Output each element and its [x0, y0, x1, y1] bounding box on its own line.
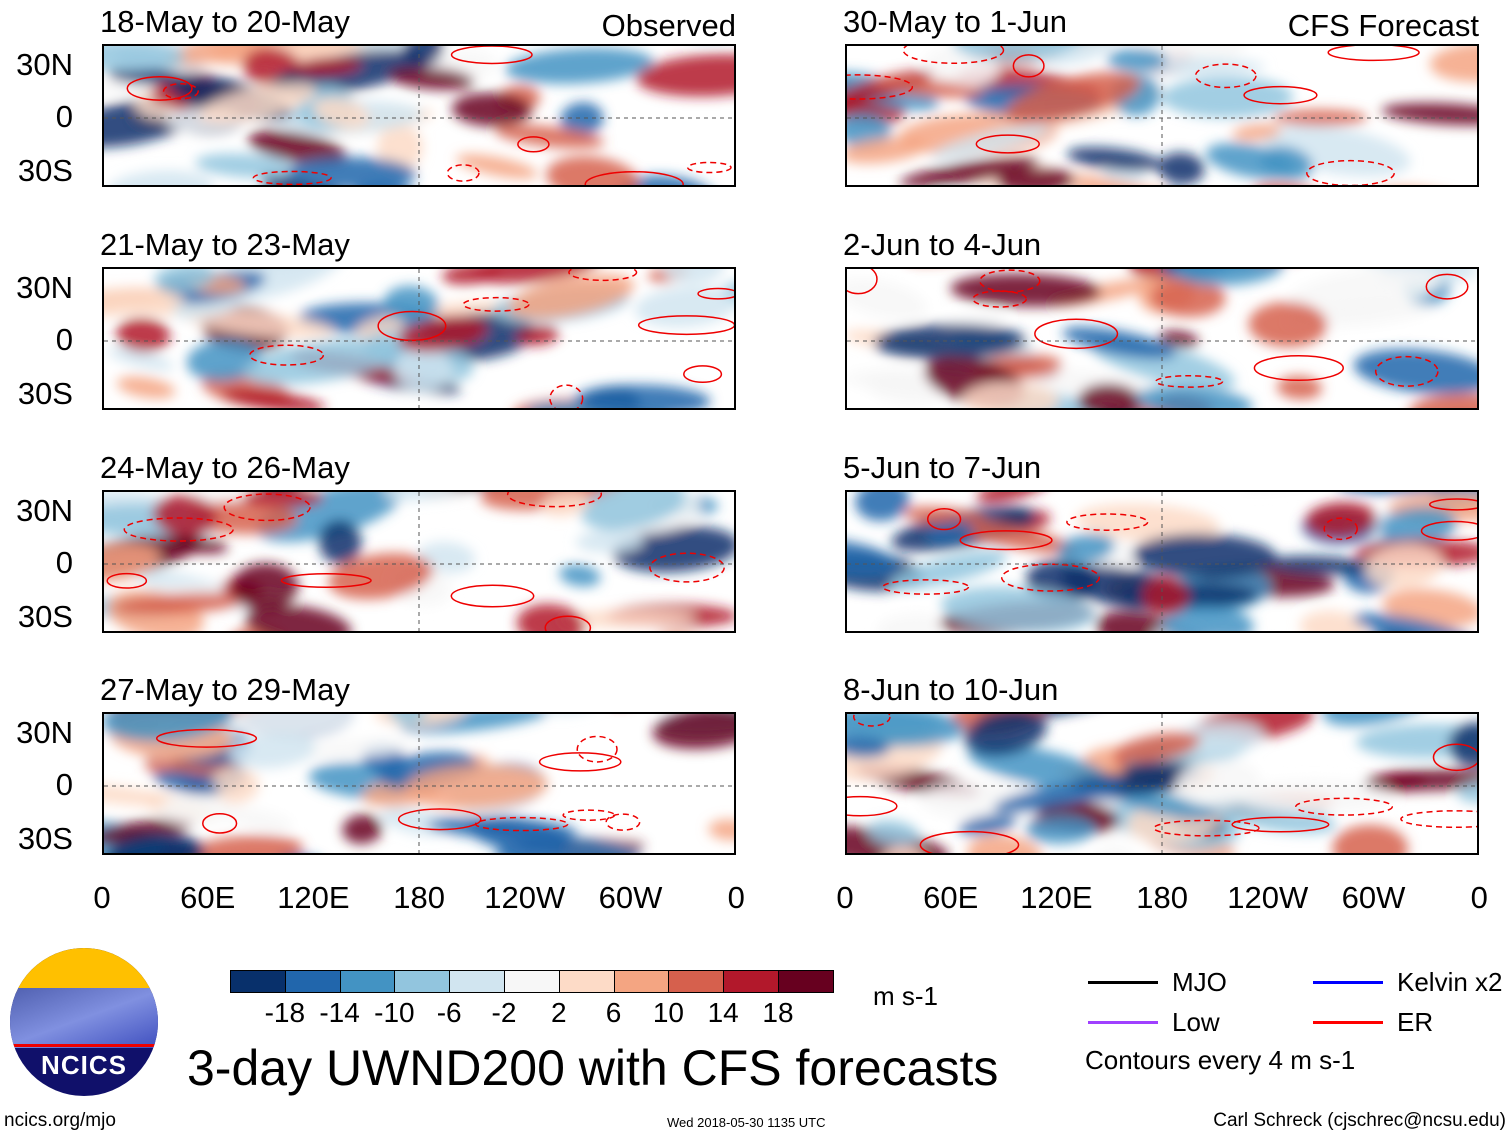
lon-label: 180 [393, 880, 445, 915]
lon-label: 0 [1470, 880, 1488, 915]
wind-field-map [104, 269, 734, 408]
colorbar-label: -18 [264, 997, 306, 1028]
colorbar-swatch [504, 971, 560, 992]
colorbar-swatch [395, 971, 451, 992]
wind-field-map [104, 46, 734, 185]
lat-label: 0 [55, 99, 73, 134]
wind-field-map [104, 714, 734, 853]
legend-line [1313, 981, 1383, 984]
colorbar-label: 6 [605, 997, 622, 1028]
map-panel [845, 712, 1479, 855]
colorbar-label: 2 [551, 997, 567, 1028]
map-panel [102, 712, 736, 855]
lat-label: 0 [55, 545, 73, 580]
lon-label: 0 [93, 880, 111, 915]
lat-label: 30S [17, 821, 73, 856]
panel-title: 30-May to 1-Jun [843, 4, 1067, 39]
colorbar-label: -14 [319, 997, 360, 1028]
lat-label: 30S [17, 153, 73, 188]
footer-author: Carl Schreck (cjschrec@ncsu.edu) [1213, 1110, 1506, 1131]
lon-label: 60W [598, 880, 663, 915]
legend-line [1313, 1021, 1383, 1024]
legend-line [1088, 981, 1158, 984]
legend-label: Kelvin x2 [1397, 967, 1503, 997]
panel-title: 5-Jun to 7-Jun [843, 450, 1042, 485]
panel-title: 8-Jun to 10-Jun [843, 672, 1059, 707]
colorbar-swatch [450, 971, 505, 992]
colorbar-swatch [285, 971, 341, 992]
lat-label: 30N [16, 270, 73, 305]
lon-label: 0 [727, 880, 745, 915]
wind-field-map [104, 492, 734, 631]
map-panel [845, 267, 1479, 410]
map-panel [102, 490, 736, 633]
lat-label: 30N [16, 47, 73, 82]
lon-label: 120E [277, 880, 350, 915]
wind-field-map [847, 269, 1477, 408]
contour-note: Contours every 4 m s-1 [1085, 1045, 1356, 1075]
lon-label: 60E [180, 880, 236, 915]
lat-label: 30N [16, 715, 73, 750]
ncics-logo: NCICS [10, 948, 158, 1096]
column-label: Observed [601, 8, 736, 43]
legend-line [1088, 1021, 1158, 1024]
colorbar-swatch [778, 971, 833, 992]
lat-label: 30S [17, 599, 73, 634]
legend-label: MJO [1172, 967, 1227, 997]
panel-title: 2-Jun to 4-Jun [843, 227, 1042, 262]
legend-label: ER [1397, 1007, 1434, 1037]
map-panel [845, 490, 1479, 633]
footer-url[interactable]: ncics.org/mjo [4, 1110, 116, 1131]
colorbar-label: -2 [491, 997, 517, 1028]
wind-field-map [847, 46, 1477, 185]
colorbar-label: 10 [652, 997, 684, 1028]
colorbar-swatch [559, 971, 615, 992]
lon-label: 60E [923, 880, 979, 915]
map-panel [102, 267, 736, 410]
map-panel [845, 44, 1479, 187]
panel-title: 21-May to 23-May [100, 227, 350, 262]
lat-label: 30N [16, 493, 73, 528]
colorbar-units: m s-1 [873, 981, 938, 1011]
colorbar-swatch [669, 971, 725, 992]
colorbar-swatch [724, 971, 779, 992]
figure-title: 3-day UWND200 with CFS forecasts [187, 1040, 999, 1096]
map-panel [102, 44, 736, 187]
lat-label: 0 [55, 767, 73, 802]
colorbar-swatch [340, 971, 396, 992]
colorbar-label: 14 [707, 997, 739, 1028]
lon-label: 120W [484, 880, 566, 915]
lat-label: 0 [55, 322, 73, 357]
colorbar-label: -6 [436, 997, 462, 1028]
colorbar-label: 18 [762, 997, 794, 1028]
legend-label: Low [1172, 1007, 1220, 1037]
lon-label: 0 [836, 880, 854, 915]
panel-title: 24-May to 26-May [100, 450, 350, 485]
panel-title: 18-May to 20-May [100, 4, 350, 39]
colorbar-swatch [231, 971, 286, 992]
lon-label: 60W [1341, 880, 1406, 915]
column-label: CFS Forecast [1287, 8, 1479, 43]
colorbar-label: -10 [374, 997, 415, 1028]
panel-title: 27-May to 29-May [100, 672, 350, 707]
logo-text: NCICS [41, 1050, 127, 1080]
footer-timestamp: Wed 2018-05-30 1135 UTC [667, 1115, 826, 1130]
lon-label: 180 [1136, 880, 1188, 915]
wind-field-map [847, 492, 1477, 631]
colorbar-swatch [614, 971, 670, 992]
lon-label: 120W [1227, 880, 1309, 915]
wind-field-map [847, 714, 1477, 853]
lat-label: 30S [17, 376, 73, 411]
lon-label: 120E [1020, 880, 1093, 915]
